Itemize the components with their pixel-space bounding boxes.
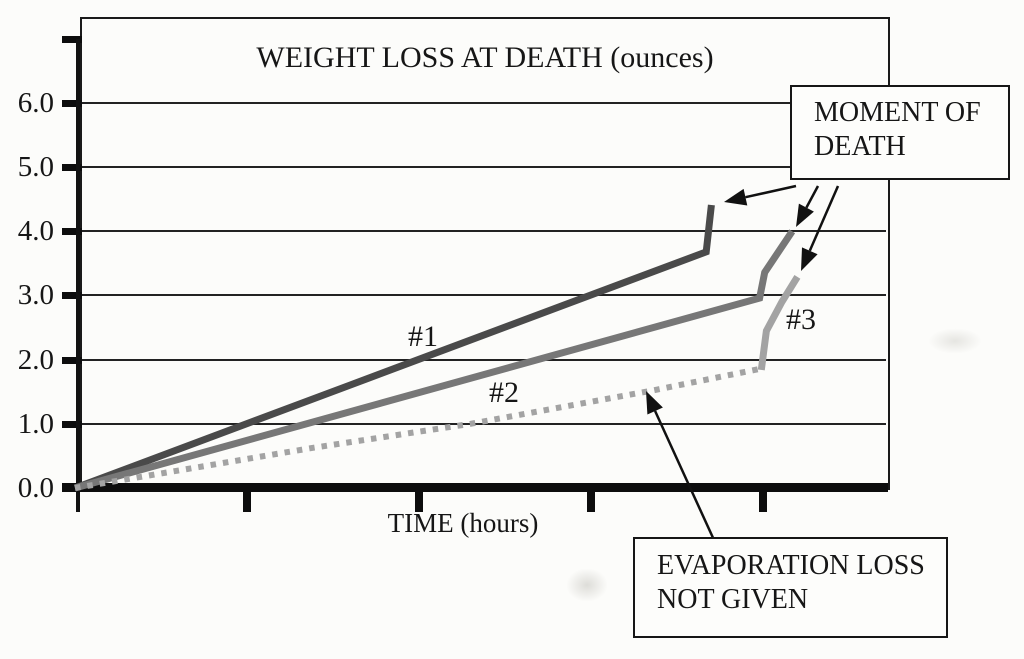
x-axis-tick xyxy=(587,492,595,512)
y-axis-tick xyxy=(62,100,82,107)
series-2-label: #2 xyxy=(489,376,519,409)
series-3-label: #3 xyxy=(786,303,816,336)
moment-of-death-line-1: MOMENT OF xyxy=(814,97,981,128)
gridline-2.0 xyxy=(82,359,886,361)
evaporation-loss-line-2: NOT GIVEN xyxy=(657,584,809,615)
gridline-3.0 xyxy=(82,294,886,296)
gridline-5.0 xyxy=(82,166,886,168)
arrow-to-dotted-line-shaft xyxy=(653,410,716,541)
moment-of-death-callout: MOMENT OF DEATH xyxy=(790,85,1010,180)
series-line-#3 xyxy=(757,275,801,371)
y-axis-label: 3.0 xyxy=(17,279,54,311)
y-axis-label: 0.0 xyxy=(17,472,54,504)
x-axis-tick xyxy=(759,492,767,512)
arrow-to-line3-death-shaft xyxy=(808,185,840,252)
arrow-to-dotted-line-head xyxy=(646,391,663,415)
arrow-to-line1-death-shaft xyxy=(745,184,797,199)
evaporation-loss-line-1: EVAPORATION LOSS xyxy=(657,550,925,581)
x-axis-title: TIME (hours) xyxy=(387,508,539,538)
y-axis-label: 5.0 xyxy=(17,151,54,183)
scan-smudge xyxy=(928,328,982,354)
y-axis-tick xyxy=(62,421,82,428)
gridline-6.0 xyxy=(82,102,886,104)
y-axis-tick xyxy=(62,357,82,364)
series-line-#1 xyxy=(73,204,715,492)
y-axis-label: 1.0 xyxy=(17,408,54,440)
arrow-to-line2-death-head xyxy=(796,203,814,227)
y-axis-label: 2.0 xyxy=(17,344,54,376)
y-axis-tick xyxy=(62,228,82,235)
x-axis-tick xyxy=(243,492,251,512)
gridline-4.0 xyxy=(82,230,886,232)
moment-of-death-line-2: DEATH xyxy=(814,131,906,162)
arrow-to-line2-death-shaft xyxy=(805,185,820,209)
evaporation-loss-callout: EVAPORATION LOSS NOT GIVEN xyxy=(633,537,948,638)
chart-title: WEIGHT LOSS AT DEATH (ounces) xyxy=(256,41,714,74)
arrow-to-line1-death-head xyxy=(724,188,748,206)
x-axis-line xyxy=(62,483,888,492)
y-axis-tick xyxy=(62,36,82,43)
x-axis-tick xyxy=(415,492,423,512)
series-line-dotted xyxy=(74,366,759,491)
y-axis-tick xyxy=(62,164,82,171)
y-axis-label: 4.0 xyxy=(17,215,54,247)
y-axis-label: 6.0 xyxy=(17,87,54,119)
scan-smudge xyxy=(566,568,608,602)
series-1-label: #1 xyxy=(408,320,438,353)
y-axis-line xyxy=(76,39,80,512)
series-line-#2 xyxy=(74,229,796,492)
y-axis-tick xyxy=(62,292,82,299)
arrow-to-line3-death-head xyxy=(801,247,818,271)
